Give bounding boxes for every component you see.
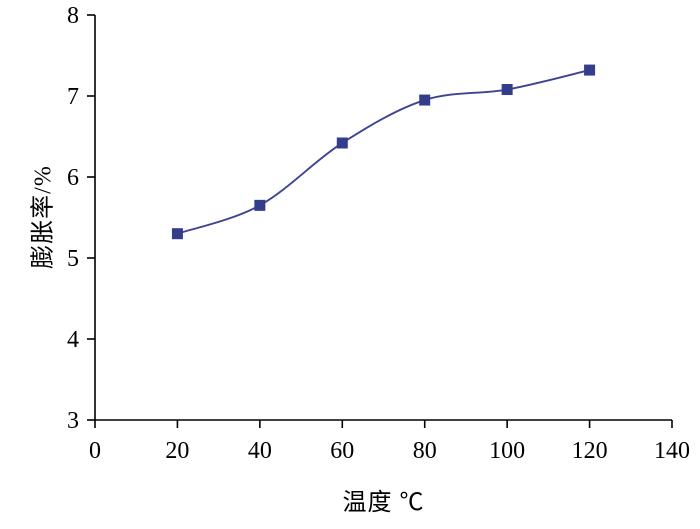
- x-axis-tick-label: 40: [248, 438, 272, 464]
- data-point-marker: [336, 137, 348, 149]
- y-axis-tick-label: 7: [67, 84, 79, 110]
- axes: [94, 15, 672, 421]
- y-axis-title: 膨胀率/%: [30, 165, 57, 269]
- x-axis-tick-label: 120: [572, 438, 608, 464]
- x-axis-tick-label: 80: [413, 438, 437, 464]
- data-point-marker: [501, 84, 513, 96]
- x-axis-tick-label: 60: [330, 438, 354, 464]
- x-axis-tick-label: 100: [489, 438, 525, 464]
- data-point-marker: [171, 228, 183, 240]
- x-axis-tick-label: 0: [89, 438, 101, 464]
- data-point-marker: [584, 64, 596, 76]
- data-point-marker: [254, 199, 266, 211]
- data-point-marker: [419, 94, 431, 106]
- y-axis-tick-label: 3: [67, 408, 79, 434]
- x-axis-tick-label: 140: [654, 438, 690, 464]
- x-axis-title: 温度 ℃: [342, 490, 425, 516]
- y-axis-tick-label: 6: [67, 165, 79, 191]
- y-axis-tick-label: 8: [67, 3, 79, 29]
- y-axis-tick-label: 4: [67, 327, 79, 353]
- x-axis-tick-label: 20: [165, 438, 189, 464]
- data-line: [177, 69, 590, 235]
- y-axis-tick-label: 5: [67, 246, 79, 272]
